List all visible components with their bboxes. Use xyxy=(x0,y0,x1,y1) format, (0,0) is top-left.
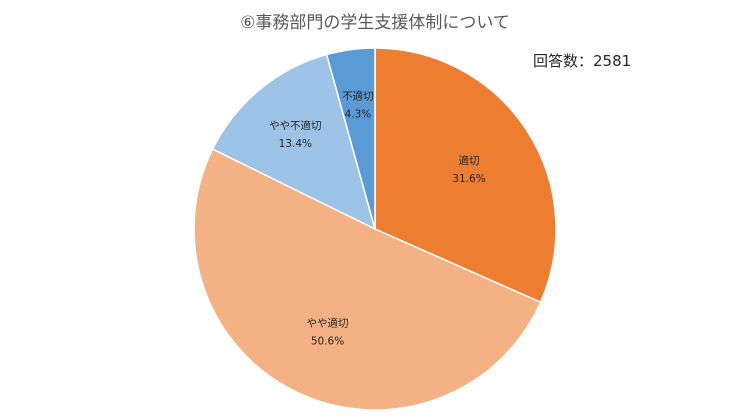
slice-category-label-2: やや不適切 xyxy=(269,119,322,132)
pie-slice-3 xyxy=(325,47,376,230)
slice-category-label-0: 適切 xyxy=(459,154,480,167)
pie-slices xyxy=(193,47,557,411)
slice-value-label-1: 50.6% xyxy=(311,336,344,348)
slice-value-label-0: 31.6% xyxy=(452,173,485,185)
slice-category-label-3: 不適切 xyxy=(342,89,374,102)
pie-slice-0 xyxy=(374,47,557,304)
pie-slice-1 xyxy=(193,148,542,411)
slice-value-label-3: 4.3% xyxy=(345,108,372,120)
slice-value-label-2: 13.4% xyxy=(279,138,312,150)
pie-labels: 適切 31.6% やや適切 50.6% やや不適切 13.4% 不適切 4.3% xyxy=(269,89,486,347)
pie-slice-2 xyxy=(211,53,377,231)
chart-title: ⑥事務部門の学生支援体制について xyxy=(240,13,510,33)
slice-category-label-1: やや適切 xyxy=(306,317,348,330)
response-count: 回答数：2581 xyxy=(533,52,632,70)
